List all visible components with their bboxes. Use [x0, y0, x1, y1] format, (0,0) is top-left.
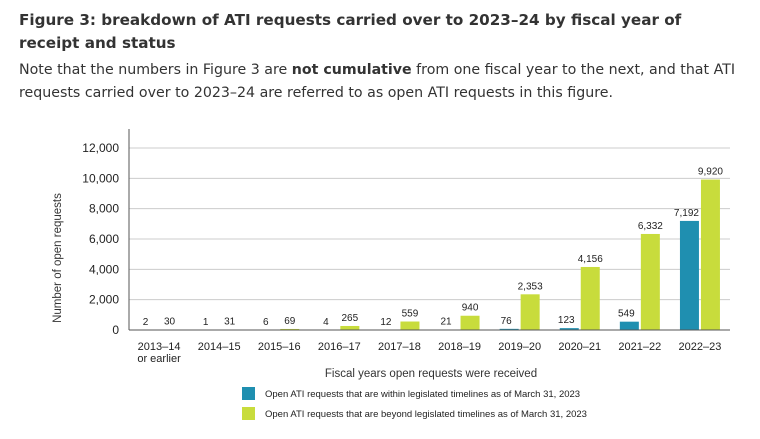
bar-series-1 [619, 321, 639, 330]
value-label: 6 [263, 317, 269, 328]
value-label: 9,920 [698, 167, 723, 178]
x-tick-label: 2020–21 [558, 341, 601, 353]
bar-series-2 [640, 233, 660, 330]
bar-series-2 [700, 179, 720, 330]
value-label: 6,332 [638, 221, 663, 232]
value-label: 69 [284, 316, 296, 327]
y-tick-label: 0 [112, 323, 119, 337]
legend-swatch [242, 387, 255, 400]
figure-note: Note that the numbers in Figure 3 are no… [19, 59, 749, 105]
value-label: 559 [402, 309, 419, 320]
note-emphasis: not cumulative [291, 62, 412, 78]
value-label: 21 [440, 317, 452, 328]
bar-series-2 [580, 266, 600, 330]
value-label: 940 [462, 303, 479, 314]
value-label: 549 [618, 309, 635, 320]
y-axis-title: Number of open requests [52, 193, 64, 323]
note-text-after: from one fiscal year to the next, and th… [19, 62, 736, 101]
bar-series-2 [280, 328, 300, 330]
value-label: 1 [203, 317, 209, 328]
value-label: 76 [501, 316, 513, 327]
gridlines [129, 147, 730, 301]
value-label: 4 [323, 317, 329, 328]
x-tick-label: 2017–18 [378, 341, 421, 353]
value-label: 123 [558, 315, 575, 326]
x-tick-label: 2021–22 [618, 341, 661, 353]
legend-label: Open ATI requests that are within legisl… [265, 389, 580, 400]
y-tick-label: 4,000 [89, 262, 119, 276]
y-axis-ticks: 0 2,000 4,000 6,000 8,000 10,000 12,000 [82, 141, 119, 337]
value-label: 7,192 [674, 208, 699, 219]
note-text-before: Note that the numbers in Figure 3 are [19, 62, 292, 78]
x-tick-label: 2018–19 [438, 341, 481, 353]
bar-series-2 [460, 315, 480, 330]
x-tick-label: 2016–17 [318, 341, 361, 353]
x-tick-label: or earlier [137, 353, 181, 365]
value-label: 30 [164, 317, 176, 328]
x-tick-label: 2014–15 [198, 341, 241, 353]
legend: Open ATI requests that are within legisl… [242, 387, 587, 420]
x-tick-label: 2022–23 [679, 341, 722, 353]
value-label: 2 [143, 317, 149, 328]
x-tick-label: 2015–16 [258, 341, 301, 353]
bar-series-2 [520, 294, 540, 330]
figure-title: Figure 3: breakdown of ATI requests carr… [19, 11, 682, 52]
x-tick-label: 2019–20 [498, 341, 541, 353]
bar-series-1 [499, 328, 519, 330]
value-labels: 2 30 1 31 6 69 4 265 12 559 21 940 76 2,353 123 4,156 54… [143, 167, 724, 328]
bar-series-2 [400, 321, 420, 330]
bar-series-1 [559, 328, 579, 330]
y-tick-label: 10,000 [82, 171, 119, 185]
value-label: 265 [342, 313, 359, 324]
y-tick-label: 12,000 [82, 141, 119, 155]
y-tick-label: 8,000 [89, 202, 119, 216]
legend-label: Open ATI requests that are beyond legisl… [265, 409, 587, 420]
value-label: 4,156 [578, 254, 603, 265]
bar-series-2 [340, 325, 360, 330]
bar-series-1 [679, 220, 699, 330]
legend-swatch [242, 407, 255, 420]
x-tick-label: 2013–14 [138, 341, 181, 353]
value-label: 12 [380, 317, 392, 328]
bars [139, 179, 720, 331]
value-label: 31 [224, 317, 236, 328]
value-label: 2,353 [518, 281, 543, 292]
x-axis-title: Fiscal years open requests were received [325, 368, 537, 380]
y-tick-label: 6,000 [89, 232, 119, 246]
y-tick-label: 2,000 [89, 293, 119, 307]
